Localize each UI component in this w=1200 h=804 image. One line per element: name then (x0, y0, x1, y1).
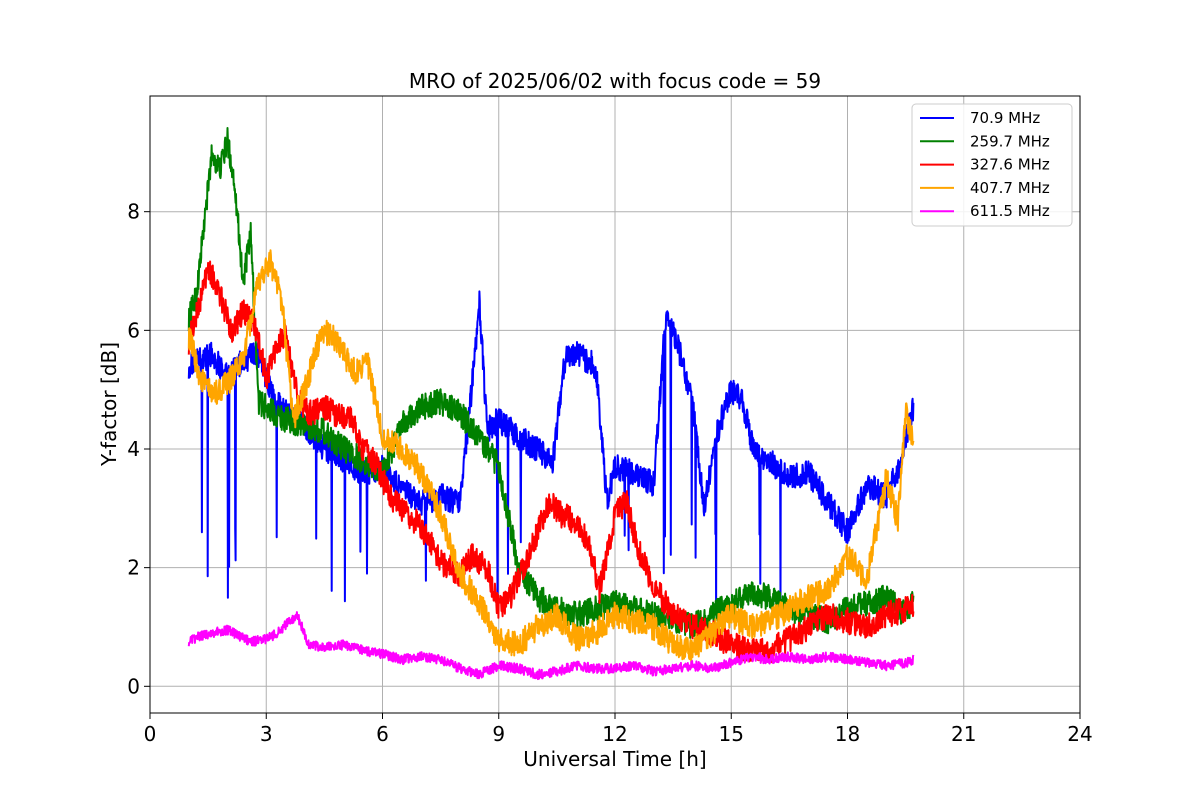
x-tick-label: 9 (492, 722, 505, 746)
x-tick-label: 15 (719, 722, 744, 746)
x-tick-label: 24 (1067, 722, 1092, 746)
y-tick-label: 0 (127, 674, 140, 698)
legend-label: 259.7 MHz (970, 132, 1050, 150)
y-tick-label: 4 (127, 437, 140, 461)
legend-label: 70.9 MHz (970, 109, 1040, 127)
series-group (187, 127, 915, 681)
legend: 70.9 MHz 259.7 MHz 327.6 MHz 407.7 MHz 611.5… (911, 103, 1073, 227)
x-tick-label: 6 (376, 722, 389, 746)
y-tick-label: 2 (127, 556, 140, 580)
x-tick-label: 3 (260, 722, 273, 746)
legend-label: 611.5 MHz (970, 202, 1050, 220)
x-tick-label: 21 (951, 722, 976, 746)
legend-label: 407.7 MHz (970, 179, 1050, 197)
series-line-3 (187, 249, 915, 664)
legend-label: 327.6 MHz (970, 156, 1050, 174)
x-axis-label: Universal Time [h] (523, 747, 706, 771)
x-tick-label: 0 (144, 722, 157, 746)
series-line-4 (187, 611, 915, 681)
y-tick-label: 6 (127, 318, 140, 342)
series-line-2 (187, 260, 915, 664)
x-tick-label: 12 (602, 722, 627, 746)
legend-frame (911, 103, 1073, 227)
y-axis-label: Y-factor [dB] (97, 342, 121, 467)
y-tick-label: 8 (127, 200, 140, 224)
x-tick-label: 18 (835, 722, 860, 746)
chart-title: MRO of 2025/06/02 with focus code = 59 (409, 69, 821, 93)
